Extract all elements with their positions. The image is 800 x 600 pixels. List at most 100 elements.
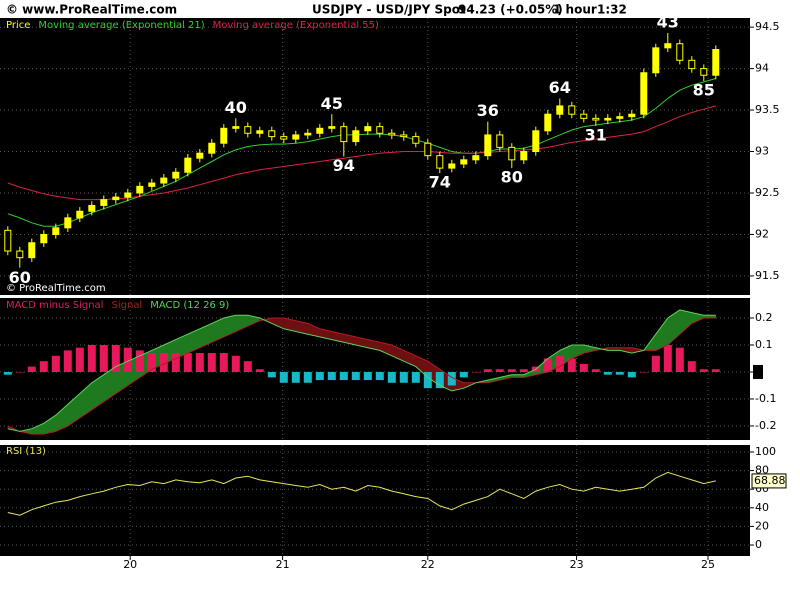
histogram-bar	[447, 371, 456, 386]
candle-body	[40, 233, 48, 244]
candle-body	[676, 43, 684, 61]
candle-body	[340, 126, 348, 143]
histogram-bar	[363, 371, 372, 381]
histogram-bar	[399, 371, 408, 383]
candle-body	[436, 155, 444, 169]
candle-body	[640, 72, 648, 115]
candle-body	[256, 130, 264, 134]
macd-line	[7, 309, 716, 432]
x-tick-label: 22	[421, 558, 435, 571]
y-tick-label: -0.1	[755, 392, 776, 405]
candle-body	[352, 130, 360, 143]
histogram-bar	[207, 353, 216, 372]
candle-body	[628, 113, 636, 118]
histogram-bar	[339, 371, 348, 381]
candle-body	[568, 105, 576, 115]
candle-body	[364, 126, 372, 132]
y-tick-label: 93	[755, 145, 769, 158]
histogram-bar	[87, 344, 96, 372]
y-tick-label: -0.2	[755, 419, 776, 432]
moving-average-line	[7, 105, 716, 201]
histogram-bar	[195, 353, 204, 372]
candle-body	[700, 68, 708, 76]
histogram-bar	[291, 371, 300, 383]
histogram-bar	[387, 371, 396, 383]
candle-body	[616, 116, 624, 119]
candle-body	[388, 132, 396, 136]
candle-body	[532, 130, 540, 153]
candle-body	[244, 126, 252, 134]
annotation: 74	[429, 173, 451, 192]
histogram-bar	[3, 371, 12, 375]
symbol: USDJPY - USD/JPY Spot	[312, 3, 466, 17]
y-tick-label: 0	[755, 538, 762, 551]
candle-body	[112, 196, 120, 201]
histogram-bar	[435, 371, 444, 389]
candle-body	[544, 113, 552, 132]
histogram-bar	[99, 344, 108, 372]
histogram-bar	[639, 371, 648, 373]
candle-body	[448, 163, 456, 169]
histogram-bar	[711, 369, 720, 372]
rsi-line	[7, 471, 716, 516]
candle-body	[592, 117, 600, 121]
histogram-bar	[471, 371, 480, 373]
histogram-bar	[123, 347, 132, 372]
quote: 94.23 (+0.05%)	[458, 3, 563, 17]
annotation: 85	[693, 80, 715, 99]
annotation: 43	[657, 12, 679, 31]
annotation: 60	[9, 268, 31, 287]
y-tick-label: 80	[755, 464, 769, 477]
candle-body	[520, 151, 528, 161]
annotation: 45	[321, 94, 343, 113]
histogram-bar	[111, 344, 120, 372]
rsi-panel	[0, 445, 750, 556]
y-tick-label: 20	[755, 519, 769, 532]
histogram-bar	[687, 361, 696, 372]
histogram-bar	[699, 369, 708, 372]
histogram-bar	[579, 363, 588, 372]
legend-entry: MACD (12 26 9)	[150, 300, 229, 311]
time: 1:32	[597, 3, 627, 17]
candle-body	[424, 142, 432, 157]
histogram-bar	[147, 353, 156, 372]
last-value-box	[751, 473, 787, 489]
histogram-bar	[159, 353, 168, 372]
histogram-bar	[255, 369, 264, 372]
y-tick-label: 93.5	[755, 103, 780, 116]
candle-body	[184, 157, 192, 173]
candle-body	[508, 146, 516, 161]
candle-body	[148, 182, 156, 187]
legend-entry: MACD minus Signal	[6, 300, 103, 311]
candle-body	[688, 59, 696, 70]
legend-entry: Moving average (Exponential 21)	[38, 20, 204, 31]
histogram-bar	[675, 347, 684, 372]
legend-entry: Signal	[111, 300, 142, 311]
histogram-bar	[219, 353, 228, 372]
candle-body	[76, 210, 84, 219]
histogram-bar	[27, 366, 36, 372]
candle-body	[16, 250, 24, 259]
annotation: 80	[501, 168, 523, 187]
candle-body	[160, 177, 168, 184]
histogram-bar	[543, 358, 552, 372]
candle-body	[412, 136, 420, 144]
x-tick-label: 25	[701, 558, 715, 571]
candle-body	[292, 134, 300, 140]
y-tick-label: 92.5	[755, 186, 780, 199]
y-tick-label: 100	[755, 445, 776, 458]
x-tick-label: 23	[570, 558, 584, 571]
candle-body	[28, 242, 36, 259]
candle-body	[652, 47, 660, 74]
annotation: 40	[225, 98, 247, 117]
histogram-bar	[303, 371, 312, 383]
histogram-bar	[519, 369, 528, 372]
histogram-bar	[495, 369, 504, 372]
candle-body	[232, 126, 240, 129]
legend-entry: RSI (13)	[6, 446, 46, 457]
watermark: © ProRealTime.com	[6, 283, 106, 294]
histogram-bar	[51, 355, 60, 372]
y-tick-label: 40	[755, 501, 769, 514]
